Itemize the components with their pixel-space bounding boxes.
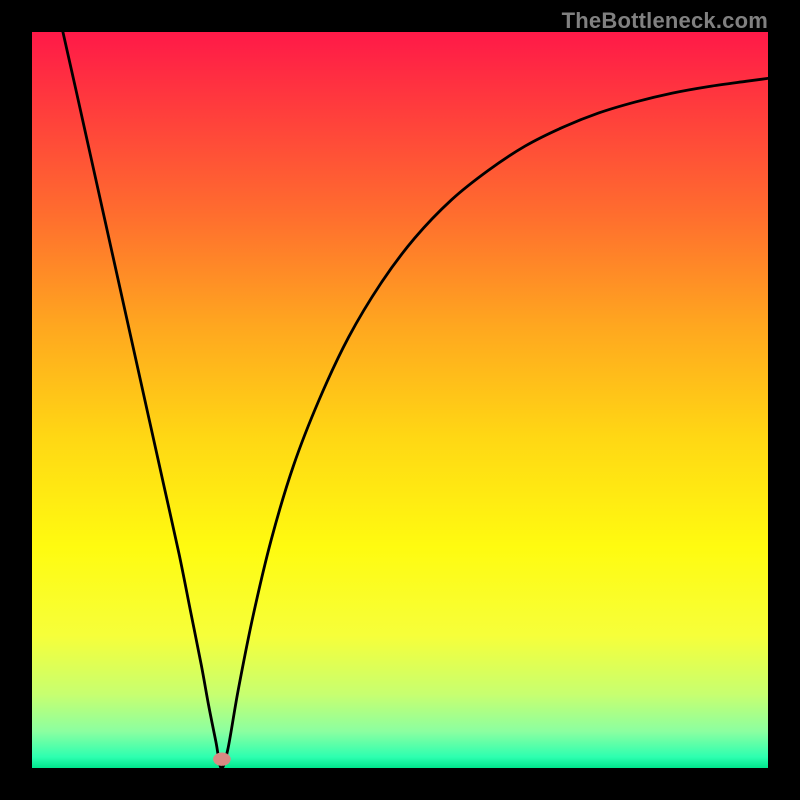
plot-svg (32, 32, 768, 768)
minimum-marker (213, 753, 231, 766)
watermark-text: TheBottleneck.com (32, 6, 774, 34)
plot-area (32, 32, 768, 768)
gradient-background (32, 32, 768, 768)
